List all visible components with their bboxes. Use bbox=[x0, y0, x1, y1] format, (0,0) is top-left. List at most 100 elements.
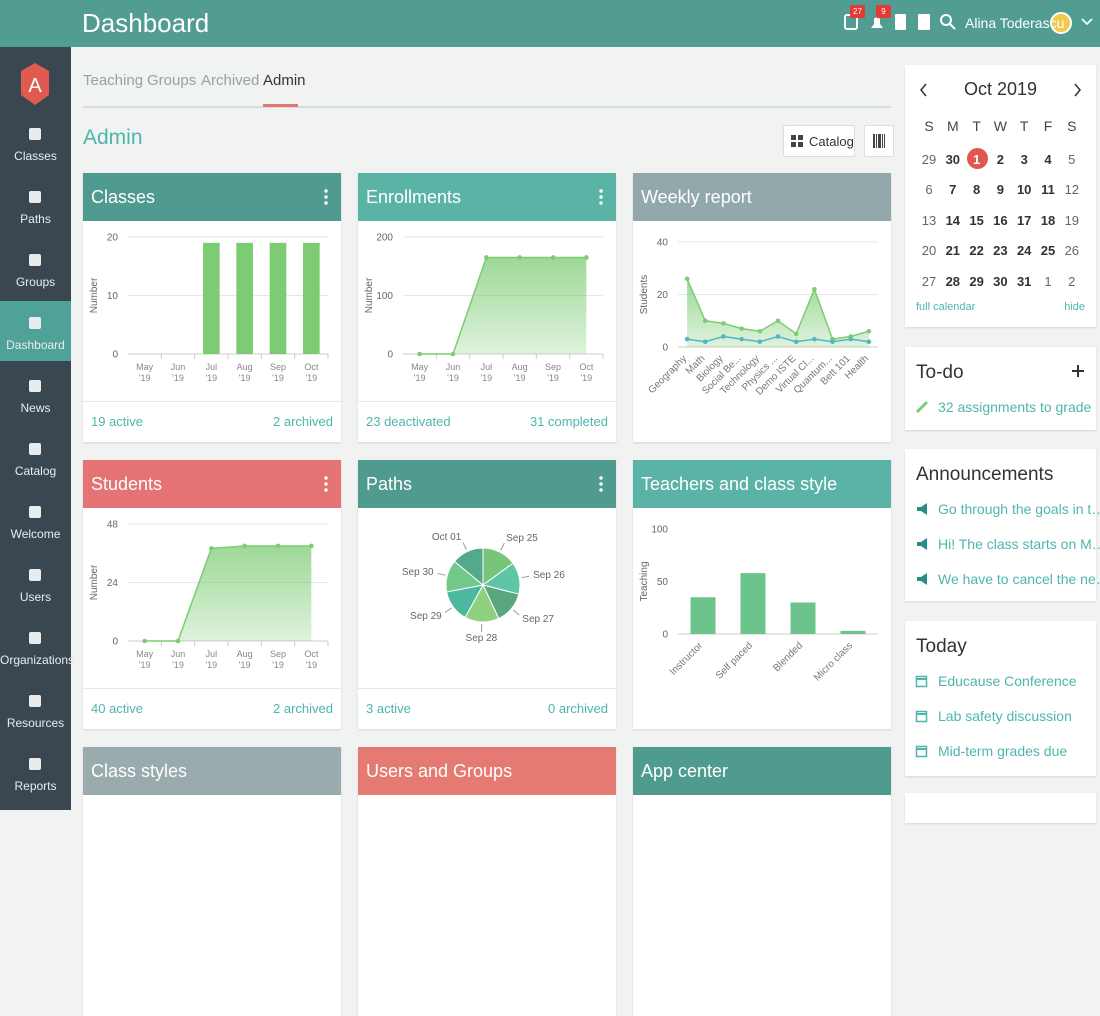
y-tick-label: 0 bbox=[662, 630, 668, 641]
day[interactable]: 16 bbox=[989, 213, 1011, 228]
point bbox=[176, 639, 181, 644]
day[interactable]: 15 bbox=[966, 213, 988, 228]
panel-item[interactable]: Mid-term grades due bbox=[938, 743, 1067, 759]
day[interactable]: 3 bbox=[1013, 152, 1035, 167]
day[interactable]: 20 bbox=[918, 243, 940, 258]
day[interactable]: 1 bbox=[966, 152, 988, 167]
card: App center bbox=[633, 747, 891, 1016]
day[interactable]: 2 bbox=[1061, 274, 1083, 289]
day[interactable]: 19 bbox=[1061, 213, 1083, 228]
bar bbox=[791, 603, 816, 635]
catalog-button[interactable]: Catalog bbox=[783, 125, 855, 157]
panel-item[interactable]: Educause Conference bbox=[938, 673, 1077, 689]
day[interactable]: 21 bbox=[942, 243, 964, 258]
day[interactable]: 8 bbox=[966, 182, 988, 197]
x-tick-label: Instructor bbox=[668, 640, 706, 678]
day[interactable]: 11 bbox=[1037, 182, 1059, 197]
day[interactable]: 24 bbox=[1013, 243, 1035, 258]
panel-item[interactable]: Go through the goals in t… bbox=[938, 501, 1100, 517]
footer-right[interactable]: 0 archived bbox=[548, 701, 608, 716]
day[interactable]: 5 bbox=[1061, 152, 1083, 167]
y-tick-label: 0 bbox=[112, 350, 118, 361]
y-tick-label: 20 bbox=[657, 290, 669, 301]
point bbox=[242, 544, 247, 549]
y-tick-label: 20 bbox=[107, 233, 119, 244]
footer-left[interactable]: 40 active bbox=[91, 701, 143, 716]
day[interactable]: 18 bbox=[1037, 213, 1059, 228]
weekday: T bbox=[966, 118, 988, 134]
panel-item[interactable]: Hi! The class starts on M… bbox=[938, 536, 1100, 552]
day[interactable]: 31 bbox=[1013, 274, 1035, 289]
card-header: Teachers and class style bbox=[633, 460, 891, 508]
footer-left[interactable]: 3 active bbox=[366, 701, 411, 716]
tab[interactable]: Archived bbox=[201, 72, 259, 89]
card-menu[interactable] bbox=[323, 475, 329, 493]
megaphone bbox=[917, 573, 927, 585]
panel-item[interactable]: 32 assignments to grade bbox=[938, 399, 1091, 415]
day[interactable]: 27 bbox=[918, 274, 940, 289]
day[interactable]: 29 bbox=[918, 152, 940, 167]
footer-right[interactable]: 2 archived bbox=[273, 701, 333, 716]
tab[interactable]: Teaching bbox=[83, 72, 143, 89]
barcode-button[interactable] bbox=[864, 125, 894, 157]
day[interactable]: 1 bbox=[1037, 274, 1059, 289]
y-axis-label: Teaching bbox=[639, 561, 650, 601]
y-tick-label: 0 bbox=[662, 343, 668, 354]
point bbox=[685, 337, 690, 342]
hide-link[interactable]: hide bbox=[1064, 301, 1085, 313]
day[interactable]: 4 bbox=[1037, 152, 1059, 167]
day[interactable]: 30 bbox=[942, 152, 964, 167]
day[interactable]: 17 bbox=[1013, 213, 1035, 228]
item-icon bbox=[915, 502, 929, 516]
day[interactable]: 9 bbox=[989, 182, 1011, 197]
item-icon bbox=[915, 674, 929, 688]
day[interactable]: 28 bbox=[942, 274, 964, 289]
menu-dot bbox=[324, 476, 327, 479]
card-header: Paths bbox=[358, 460, 616, 508]
day[interactable]: 12 bbox=[1061, 182, 1083, 197]
card-header: App center bbox=[633, 747, 891, 795]
card-menu[interactable] bbox=[323, 188, 329, 206]
day[interactable]: 10 bbox=[1013, 182, 1035, 197]
point bbox=[721, 334, 726, 339]
card-menu[interactable] bbox=[598, 475, 604, 493]
footer-left[interactable]: 23 deactivated bbox=[366, 414, 451, 429]
day[interactable]: 2 bbox=[989, 152, 1011, 167]
y-axis-label: Number bbox=[89, 564, 100, 600]
footer-left[interactable]: 19 active bbox=[91, 414, 143, 429]
day[interactable]: 30 bbox=[989, 274, 1011, 289]
weekday: T bbox=[1013, 118, 1035, 134]
day[interactable]: 29 bbox=[966, 274, 988, 289]
footer-right[interactable]: 2 archived bbox=[273, 414, 333, 429]
day[interactable]: 23 bbox=[989, 243, 1011, 258]
card-menu[interactable] bbox=[598, 188, 604, 206]
bar bbox=[270, 243, 287, 354]
chart-svg: Students02040GeographyMathBiologySocial … bbox=[633, 221, 891, 401]
day[interactable]: 22 bbox=[966, 243, 988, 258]
x-tick-label: May '19 bbox=[133, 362, 157, 384]
panel-item[interactable]: Lab safety discussion bbox=[938, 708, 1072, 724]
pie-label: Sep 26 bbox=[533, 570, 565, 581]
tab[interactable]: Admin bbox=[263, 72, 306, 89]
add-todo[interactable] bbox=[1072, 365, 1084, 377]
panel-item[interactable]: We have to cancel the ne… bbox=[938, 571, 1100, 587]
pie-label: Sep 29 bbox=[410, 611, 442, 622]
point bbox=[848, 337, 853, 342]
day[interactable]: 25 bbox=[1037, 243, 1059, 258]
pie-leader bbox=[463, 542, 466, 549]
day[interactable]: 6 bbox=[918, 182, 940, 197]
day[interactable]: 14 bbox=[942, 213, 964, 228]
footer-right[interactable]: 31 completed bbox=[530, 414, 608, 429]
point bbox=[739, 337, 744, 342]
day[interactable]: 13 bbox=[918, 213, 940, 228]
point bbox=[830, 339, 835, 344]
page-title: Admin bbox=[83, 126, 143, 150]
tab[interactable]: Groups bbox=[147, 72, 196, 89]
day[interactable]: 26 bbox=[1061, 243, 1083, 258]
day[interactable]: 7 bbox=[942, 182, 964, 197]
full-calendar-link[interactable]: full calendar bbox=[916, 301, 975, 313]
